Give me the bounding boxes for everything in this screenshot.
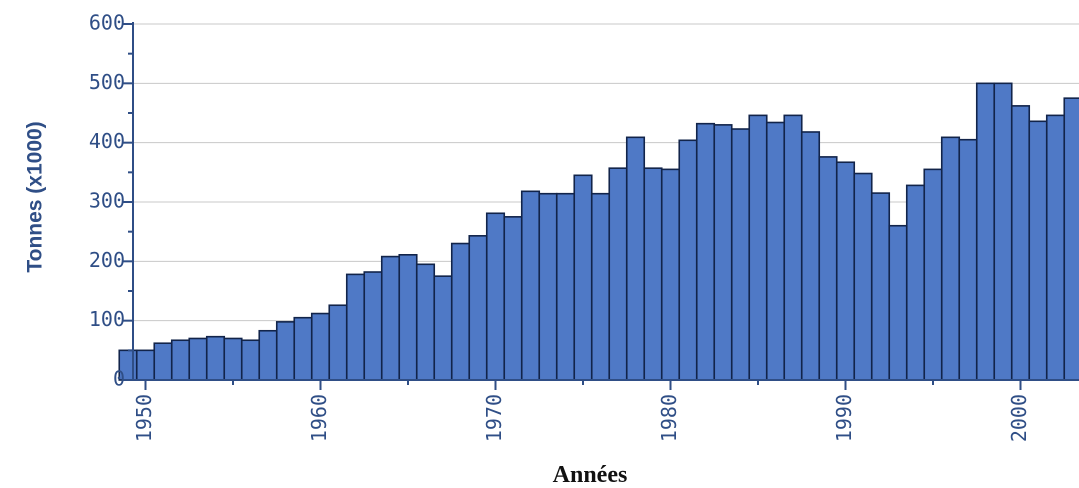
bar-1956 (240, 339, 261, 381)
bar-1996 (940, 136, 961, 381)
bar-1967 (433, 275, 453, 381)
bar-1973 (538, 192, 558, 381)
x-tick-label-1990: 1990 (832, 394, 856, 442)
y-tick-labels: 0 100 200 300 400 500 600 (89, 11, 125, 391)
x-tick-label-1980: 1980 (657, 394, 681, 442)
y-tick-label-400: 400 (89, 129, 125, 153)
bars (118, 82, 1079, 381)
bar-1985 (748, 114, 768, 381)
bar-1987 (783, 114, 803, 381)
bar-1989 (818, 156, 838, 381)
bar-1974 (555, 192, 576, 381)
axes (123, 22, 1079, 390)
y-tick-label-200: 200 (89, 248, 125, 272)
bar-1997 (958, 138, 978, 381)
bar-1976 (590, 192, 611, 381)
bar-1999 (993, 82, 1013, 381)
bar-1978 (625, 136, 646, 381)
y-tick-label-500: 500 (89, 70, 125, 94)
bar-1988 (800, 131, 821, 381)
bar-1963 (363, 271, 383, 381)
bar-1995 (923, 168, 943, 381)
bar-1966 (415, 263, 436, 381)
bar-1992 (870, 192, 891, 381)
bar-2003 (1063, 97, 1079, 381)
bar-1984 (730, 128, 751, 381)
bar-1983 (713, 124, 733, 381)
bar-1990 (835, 161, 856, 381)
bar-1959 (293, 316, 313, 381)
y-axis-label: Tonnes (x1000) (24, 121, 47, 272)
bar-1950 (135, 349, 156, 381)
bar-1951 (153, 342, 173, 381)
bar-1964 (380, 255, 401, 381)
bar-2000 (1010, 105, 1031, 381)
bar-2002 (1045, 114, 1066, 381)
bar-1972 (520, 190, 541, 381)
bar-1953 (188, 337, 208, 381)
bar-1960 (310, 312, 331, 381)
bar-1968 (450, 242, 471, 381)
bar-2001 (1028, 120, 1048, 381)
y-tick-label-600: 600 (89, 11, 125, 35)
bar-1962 (345, 273, 366, 381)
bar-1957 (258, 329, 278, 381)
y-tick-label-300: 300 (89, 189, 125, 213)
bar-1980 (660, 168, 681, 381)
y-tick-label-0: 0 (113, 367, 125, 391)
bar-1975 (573, 174, 593, 381)
x-tick-label-1950: 1950 (132, 394, 156, 442)
bar-1977 (608, 167, 628, 381)
x-tick-label-1970: 1970 (482, 394, 506, 442)
y-tick-label-100: 100 (89, 307, 125, 331)
bar-1971 (503, 216, 523, 381)
bar-1982 (695, 122, 716, 381)
bar-1981 (678, 139, 698, 381)
x-tick-labels: 1950 1960 1970 1980 1990 2000 (132, 394, 1031, 442)
bar-1993 (888, 224, 908, 381)
x-axis-label: Années (553, 462, 628, 488)
bar-1969 (468, 235, 488, 381)
bar-1958 (275, 321, 296, 381)
bar-1986 (765, 121, 786, 381)
bar-1994 (905, 184, 926, 381)
bar-1991 (853, 172, 873, 381)
bar-1955 (223, 337, 243, 381)
bar-1954 (205, 335, 226, 381)
bar-1998 (975, 82, 996, 381)
x-tick-label-2000: 2000 (1007, 394, 1031, 442)
bar-1970 (485, 212, 506, 381)
x-tick-label-1960: 1960 (307, 394, 331, 442)
bar-1952 (170, 339, 191, 381)
bar-1961 (328, 304, 348, 381)
bar-1965 (398, 254, 418, 381)
bar-1979 (643, 167, 663, 381)
